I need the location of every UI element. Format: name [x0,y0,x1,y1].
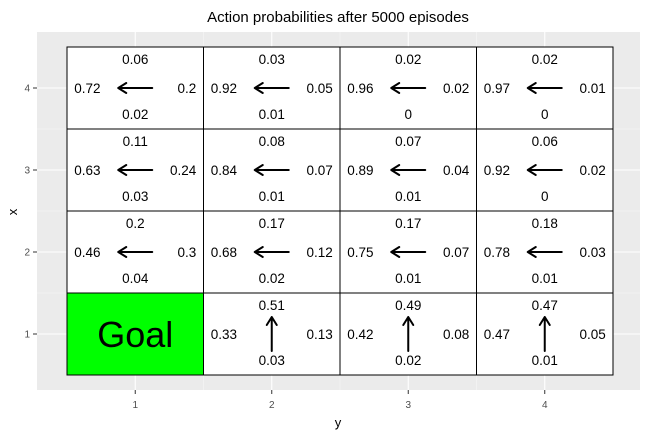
prob-up-label: 0.03 [259,52,285,67]
prob-down-label: 0.01 [259,189,285,204]
prob-left-label: 0.89 [347,163,373,178]
prob-down-label: 0.03 [259,353,285,368]
prob-up-label: 0.49 [395,298,421,313]
policy-arrow-left [390,82,427,94]
prob-up-label: 0.17 [259,216,285,231]
prob-left-label: 0.42 [347,327,373,342]
prob-down-label: 0.02 [395,353,421,368]
prob-up-label: 0.02 [532,52,558,67]
grid-cell [476,210,614,294]
prob-left-label: 0.46 [74,245,100,260]
prob-down-label: 0.01 [532,271,558,286]
policy-arrow-left [526,164,563,176]
goal-label: Goal [97,314,173,355]
prob-right-label: 0.02 [579,163,605,178]
prob-left-label: 0.92 [484,163,510,178]
policy-arrow-left [117,246,154,258]
y-axis-label: x [5,208,20,215]
prob-right-label: 0.01 [579,81,605,96]
goal-cell [66,292,204,376]
prob-left-label: 0.47 [484,327,510,342]
axes: 1 2 3 4 1 2 3 4 [24,84,548,412]
prob-right-label: 0.2 [177,81,196,96]
x-tick-label: 1 [132,400,138,411]
prob-left-label: 0.75 [347,245,373,260]
prob-up-label: 0.2 [126,216,145,231]
y-tick-label: 2 [24,248,30,259]
prob-right-label: 0.05 [306,81,332,96]
prob-up-label: 0.11 [123,134,148,149]
prob-right-label: 0.08 [443,327,469,342]
policy-arrow-left [390,164,427,176]
prob-down-label: 0.01 [259,107,285,122]
prob-right-label: 0.12 [306,245,332,260]
policy-arrow-up [538,316,551,352]
prob-right-label: 0.3 [177,245,196,260]
policy-arrow-left [526,246,563,258]
prob-down-label: 0 [541,107,549,122]
prob-right-label: 0.13 [306,327,332,342]
policy-arrow-up [265,316,278,352]
prob-up-label: 0.47 [532,298,558,313]
x-tick-label: 3 [405,400,411,411]
chart-title: Action probabilities after 5000 episodes [207,9,469,26]
prob-right-label: 0.05 [579,327,605,342]
policy-arrow-left [526,82,563,94]
prob-up-label: 0.08 [259,134,285,149]
y-tick-label: 4 [24,84,30,95]
prob-left-label: 0.92 [211,81,237,96]
prob-up-label: 0.51 [259,298,285,313]
policy-arrow-left [253,82,290,94]
prob-down-label: 0.01 [395,189,421,204]
prob-left-label: 0.96 [347,81,373,96]
prob-right-label: 0.07 [443,245,469,260]
policy-arrow-up [402,316,415,352]
prob-down-label: 0.01 [395,271,421,286]
x-tick-label: 4 [542,400,548,411]
prob-down-label: 0.03 [122,189,148,204]
x-axis-label: y [335,415,342,430]
prob-left-label: 0.78 [484,245,510,260]
prob-up-label: 0.17 [395,216,421,231]
prob-right-label: 0.02 [443,81,469,96]
policy-arrow-left [117,82,154,94]
prob-left-label: 0.63 [74,163,100,178]
prob-left-label: 0.97 [484,81,510,96]
prob-up-label: 0.02 [395,52,421,67]
policy-arrow-left [253,246,290,258]
prob-down-label: 0 [404,107,412,122]
prob-down-label: 0.02 [122,107,148,122]
y-tick-label: 1 [24,330,30,341]
prob-up-label: 0.06 [532,134,558,149]
policy-arrow-left [253,164,290,176]
prob-up-label: 0.18 [532,216,558,231]
prob-right-label: 0.03 [579,245,605,260]
prob-right-label: 0.24 [170,163,197,178]
prob-down-label: 0.04 [122,271,149,286]
prob-left-label: 0.68 [211,245,237,260]
prob-down-label: 0.01 [532,353,558,368]
x-tick-label: 2 [269,400,275,411]
prob-left-label: 0.33 [211,327,237,342]
prob-right-label: 0.07 [306,163,332,178]
prob-left-label: 0.72 [74,81,100,96]
prob-up-label: 0.06 [122,52,148,67]
prob-up-label: 0.07 [395,134,421,149]
prob-down-label: 0 [541,189,549,204]
cells: Goal 0.06 0.02 0.72 0.2 0.03 0.01 0.92 0.05 0.02 0… [66,46,614,376]
y-tick-label: 3 [24,166,30,177]
prob-down-label: 0.02 [259,271,285,286]
policy-arrow-left [390,246,427,258]
prob-right-label: 0.04 [443,163,470,178]
policy-arrow-left [117,164,154,176]
prob-left-label: 0.84 [211,163,238,178]
